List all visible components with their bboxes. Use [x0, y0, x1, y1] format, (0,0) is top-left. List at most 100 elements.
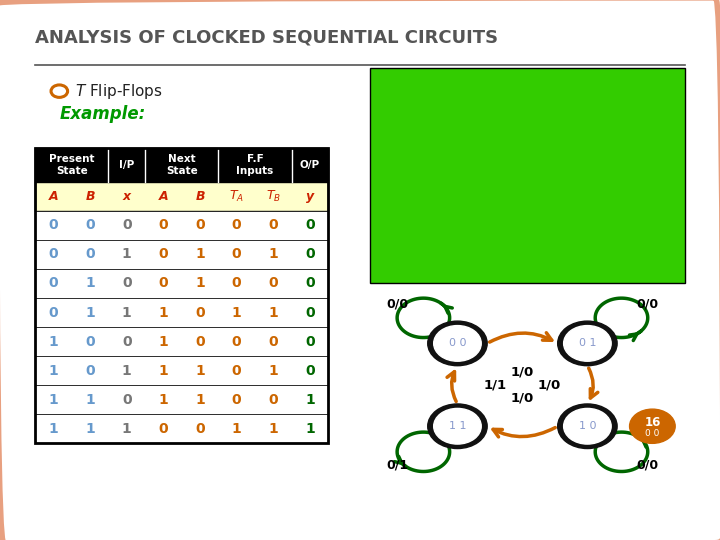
Text: 0: 0 [158, 422, 168, 436]
Text: 0: 0 [305, 363, 315, 377]
Text: 0: 0 [195, 335, 204, 348]
Text: 0 1: 0 1 [579, 339, 596, 348]
Text: 0: 0 [85, 218, 95, 232]
Text: 0: 0 [305, 247, 315, 261]
Text: 0: 0 [122, 393, 132, 407]
Circle shape [564, 326, 611, 361]
Text: 1/0: 1/0 [510, 392, 534, 404]
Text: 1: 1 [158, 363, 168, 377]
Circle shape [428, 404, 487, 449]
Text: 1 1: 1 1 [449, 421, 467, 431]
Text: 0: 0 [269, 218, 278, 232]
Text: 1: 1 [269, 422, 278, 436]
Bar [35, 385, 328, 414]
FancyArrowPatch shape [589, 368, 598, 398]
Bar [35, 414, 328, 443]
Text: F.F
Inputs: F.F Inputs [236, 154, 274, 176]
Text: 0: 0 [158, 218, 168, 232]
Text: 16: 16 [644, 416, 660, 429]
FancyArrowPatch shape [447, 372, 456, 402]
Text: 1: 1 [122, 363, 132, 377]
Text: 0: 0 [232, 276, 241, 291]
Text: 0: 0 [232, 247, 241, 261]
Text: Present
State: Present State [49, 154, 94, 176]
Text: 0: 0 [305, 218, 315, 232]
Text: 0: 0 [232, 393, 241, 407]
Text: 0: 0 [305, 335, 315, 348]
Circle shape [428, 321, 487, 366]
Text: 0: 0 [49, 218, 58, 232]
Text: 0 0: 0 0 [449, 339, 467, 348]
Text: 1: 1 [85, 422, 95, 436]
Circle shape [558, 404, 617, 449]
Bar [370, 68, 685, 283]
Text: 0: 0 [49, 247, 58, 261]
Text: 0: 0 [85, 247, 95, 261]
Text: 1: 1 [305, 422, 315, 436]
Text: 0: 0 [232, 335, 241, 348]
Bar [35, 240, 328, 269]
Text: 0: 0 [305, 276, 315, 291]
Text: 0: 0 [195, 422, 204, 436]
Text: $T_A$: $T_A$ [229, 189, 244, 204]
Text: x: x [122, 190, 131, 203]
Text: A: A [158, 190, 168, 203]
Circle shape [433, 408, 481, 444]
Text: 1: 1 [158, 306, 168, 320]
Text: O/P: O/P [300, 160, 320, 170]
Text: 1 0: 1 0 [579, 421, 596, 431]
Circle shape [433, 326, 481, 361]
Text: 0: 0 [49, 306, 58, 320]
Bar [35, 269, 328, 298]
Text: 0: 0 [122, 335, 132, 348]
Bar [35, 356, 328, 385]
Text: 1: 1 [48, 335, 58, 348]
Text: 1: 1 [122, 422, 132, 436]
Text: y: y [306, 190, 314, 203]
Text: 0: 0 [195, 306, 204, 320]
Text: 1: 1 [269, 363, 278, 377]
Text: B: B [195, 190, 204, 203]
Text: 0: 0 [269, 393, 278, 407]
Text: 1: 1 [85, 306, 95, 320]
Text: 1: 1 [85, 393, 95, 407]
Text: 0: 0 [195, 218, 204, 232]
Text: 0: 0 [158, 276, 168, 291]
Text: 1: 1 [195, 247, 205, 261]
Text: 1: 1 [158, 335, 168, 348]
Text: 1: 1 [269, 247, 278, 261]
Text: Example:: Example: [59, 105, 145, 124]
Text: 0: 0 [49, 276, 58, 291]
Text: 1: 1 [122, 306, 132, 320]
FancyArrowPatch shape [490, 333, 552, 342]
Text: 0: 0 [122, 276, 132, 291]
Text: 0/0: 0/0 [636, 298, 659, 311]
Text: A: A [49, 190, 58, 203]
FancyArrowPatch shape [493, 428, 555, 437]
Text: 0: 0 [232, 363, 241, 377]
Text: 0: 0 [122, 218, 132, 232]
Bar [35, 148, 328, 443]
Text: 1: 1 [305, 393, 315, 407]
Text: 1/0: 1/0 [538, 379, 561, 392]
Text: 1/0: 1/0 [510, 366, 534, 379]
Text: B: B [86, 190, 95, 203]
Text: 0/1: 0/1 [386, 459, 408, 472]
Text: 0/0: 0/0 [386, 298, 408, 311]
Bar [35, 148, 328, 182]
Text: 1: 1 [195, 393, 205, 407]
Bar [35, 298, 328, 327]
Text: 0: 0 [158, 247, 168, 261]
Circle shape [629, 409, 675, 443]
Text: 1: 1 [158, 393, 168, 407]
Text: 0: 0 [85, 335, 95, 348]
Text: $T_B$: $T_B$ [266, 189, 281, 204]
Text: 1: 1 [48, 363, 58, 377]
Bar [35, 211, 328, 240]
Text: 0: 0 [232, 218, 241, 232]
Text: 1: 1 [48, 422, 58, 436]
Text: 0/0: 0/0 [636, 459, 659, 472]
Circle shape [558, 321, 617, 366]
Text: 0: 0 [305, 306, 315, 320]
Text: 1: 1 [232, 422, 241, 436]
